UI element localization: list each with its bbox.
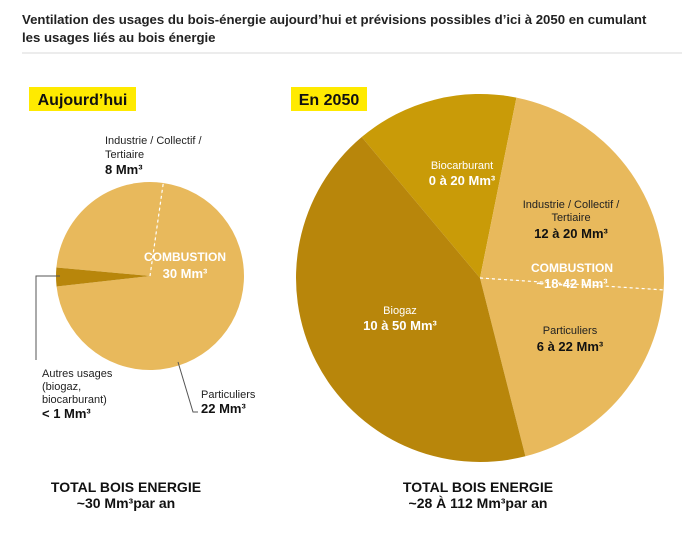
today-industrie-value: 8 Mm³ — [105, 162, 143, 177]
today-slice-industrie — [56, 181, 164, 276]
today-autres-label-2: (biogaz, — [42, 381, 81, 393]
y2050-total-line2: ~28 À 112 Mm³par an — [409, 495, 548, 511]
y2050-slice-biogaz — [296, 137, 526, 462]
today-center-value: 30 Mm³ — [163, 266, 208, 281]
today-slice-autres — [55, 267, 150, 287]
y2050-slice-biocarburant — [361, 94, 517, 278]
today-particuliers-leader — [177, 361, 198, 413]
y2050-total-line1: TOTAL BOIS ENERGIE — [403, 479, 553, 495]
today-autres-value: < 1 Mm³ — [42, 406, 91, 421]
today-industrie-label-1: Industrie / Collectif / — [105, 135, 203, 147]
figure-heading-line1: Ventilation des usages du bois-énergie a… — [22, 12, 647, 27]
today-total-line2: ~30 Mm³par an — [77, 495, 175, 511]
today-center-label: COMBUSTION — [144, 250, 226, 264]
today-particuliers-value: 22 Mm³ — [201, 401, 246, 416]
badge-2050-bg — [291, 87, 367, 111]
chart-2050: En 2050 Biocarburant 0 à 20 Mm³ Industri… — [291, 87, 664, 511]
y2050-biogaz-value: 10 à 50 Mm³ — [363, 318, 437, 333]
today-slice-particuliers — [56, 182, 244, 370]
badge-today: Aujourd’hui — [38, 92, 128, 109]
y2050-divider-combustion — [479, 277, 664, 291]
pie-2050 — [296, 94, 664, 462]
y2050-slice-particuliers — [480, 278, 664, 457]
today-total-line1: TOTAL BOIS ENERGIE — [51, 479, 201, 495]
badge-2050: En 2050 — [299, 92, 360, 109]
figure-heading-line2: les usages liés au bois énergie — [22, 30, 216, 45]
y2050-biocarburant-label: Biocarburant — [431, 160, 493, 172]
badge-today-bg — [29, 87, 136, 111]
today-particuliers-label: Particuliers — [201, 389, 256, 401]
today-industrie-label-2: Tertiaire — [105, 149, 144, 161]
y2050-industrie-value: 12 à 20 Mm³ — [534, 226, 608, 241]
y2050-center-label: COMBUSTION — [531, 261, 613, 275]
y2050-center-value: ~18-42 Mm³ — [536, 276, 608, 291]
today-autres-label-1: Autres usages — [42, 368, 113, 380]
y2050-particuliers-label: Particuliers — [543, 325, 598, 337]
today-autres-label-3: biocarburant) — [42, 394, 107, 406]
y2050-biocarburant-value: 0 à 20 Mm³ — [429, 173, 496, 188]
y2050-biogaz-label: Biogaz — [383, 305, 417, 317]
today-autres-leader — [35, 275, 60, 360]
today-divider-industrie — [149, 182, 164, 277]
pie-today — [55, 181, 244, 370]
y2050-industrie-label-1: Industrie / Collectif / — [523, 199, 621, 211]
y2050-particuliers-value: 6 à 22 Mm³ — [537, 339, 604, 354]
y2050-industrie-label-2: Tertiaire — [551, 212, 590, 224]
chart-today: Aujourd’hui COMBUSTION 30 Mm³ Industrie … — [29, 87, 256, 511]
y2050-slice-industrie — [480, 97, 664, 290]
